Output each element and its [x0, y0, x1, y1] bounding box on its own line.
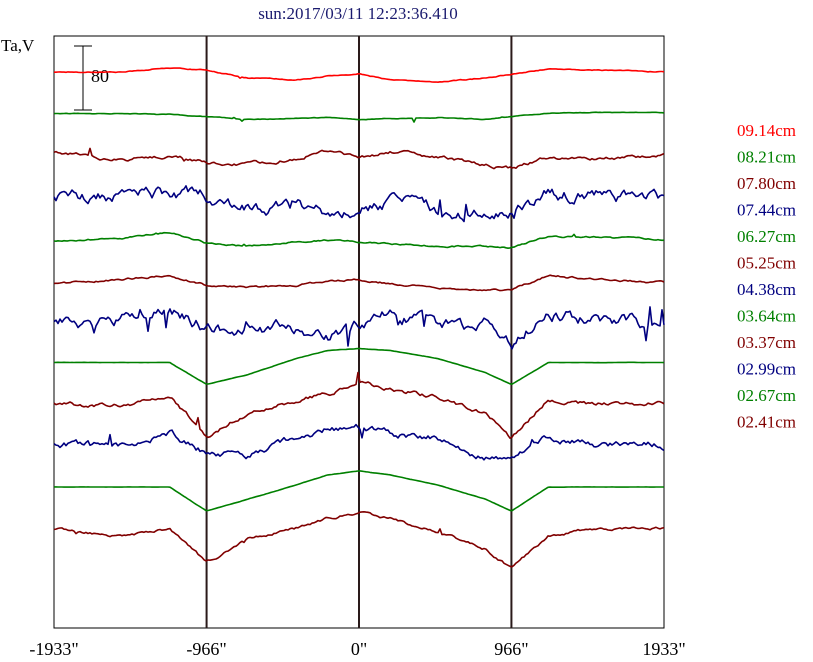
legend-entry: 03.37cm: [737, 333, 796, 352]
series-line-05.25cm: [53, 274, 665, 292]
series-line-08.21cm: [53, 111, 665, 123]
y-axis-label: Ta,V: [1, 36, 35, 55]
x-tick-label: 0": [351, 639, 367, 659]
series-line-03.64cm: [53, 347, 665, 386]
x-tick-label: 966": [494, 639, 528, 659]
series-line-06.27cm: [53, 231, 665, 249]
x-tick-label: -1933": [29, 639, 78, 659]
legend-entry: 08.21cm: [737, 148, 796, 167]
legend-entry: 04.38cm: [737, 280, 796, 299]
legend-entry: 09.14cm: [737, 121, 796, 140]
series-lines: [53, 67, 665, 568]
series-line-02.99cm: [53, 423, 665, 461]
scale-bar: 80: [74, 45, 109, 111]
legend-entry: 03.64cm: [737, 307, 796, 326]
series-line-02.67cm: [54, 470, 664, 512]
legend: 09.14cm 08.21cm 07.80cm 07.44cm 06.27cm 05.25…: [737, 121, 796, 432]
legend-entry: 02.41cm: [737, 413, 796, 432]
series-line-04.38cm: [53, 306, 665, 350]
series-line-02.41cm: [53, 510, 665, 568]
legend-entry: 02.67cm: [737, 386, 796, 405]
legend-entry: 02.99cm: [737, 360, 796, 379]
series-line-03.37cm: [53, 371, 665, 440]
legend-entry: 06.27cm: [737, 227, 796, 246]
legend-entry: 07.44cm: [737, 201, 796, 220]
series-line-09.14cm: [54, 67, 665, 83]
series-line-07.44cm: [53, 185, 665, 223]
x-tick-label: -966": [186, 639, 226, 659]
x-tick-label: 1933": [642, 639, 685, 659]
chart-title: sun:2017/03/11 12:23:36.410: [258, 4, 458, 23]
scale-bar-label: 80: [91, 66, 109, 86]
limb-lines: [205, 36, 513, 628]
series-line-07.80cm: [53, 147, 665, 170]
legend-entry: 05.25cm: [737, 254, 796, 273]
legend-entry: 07.80cm: [737, 174, 796, 193]
x-tick-labels: -1933" -966" 0" 966" 1933": [29, 639, 685, 659]
